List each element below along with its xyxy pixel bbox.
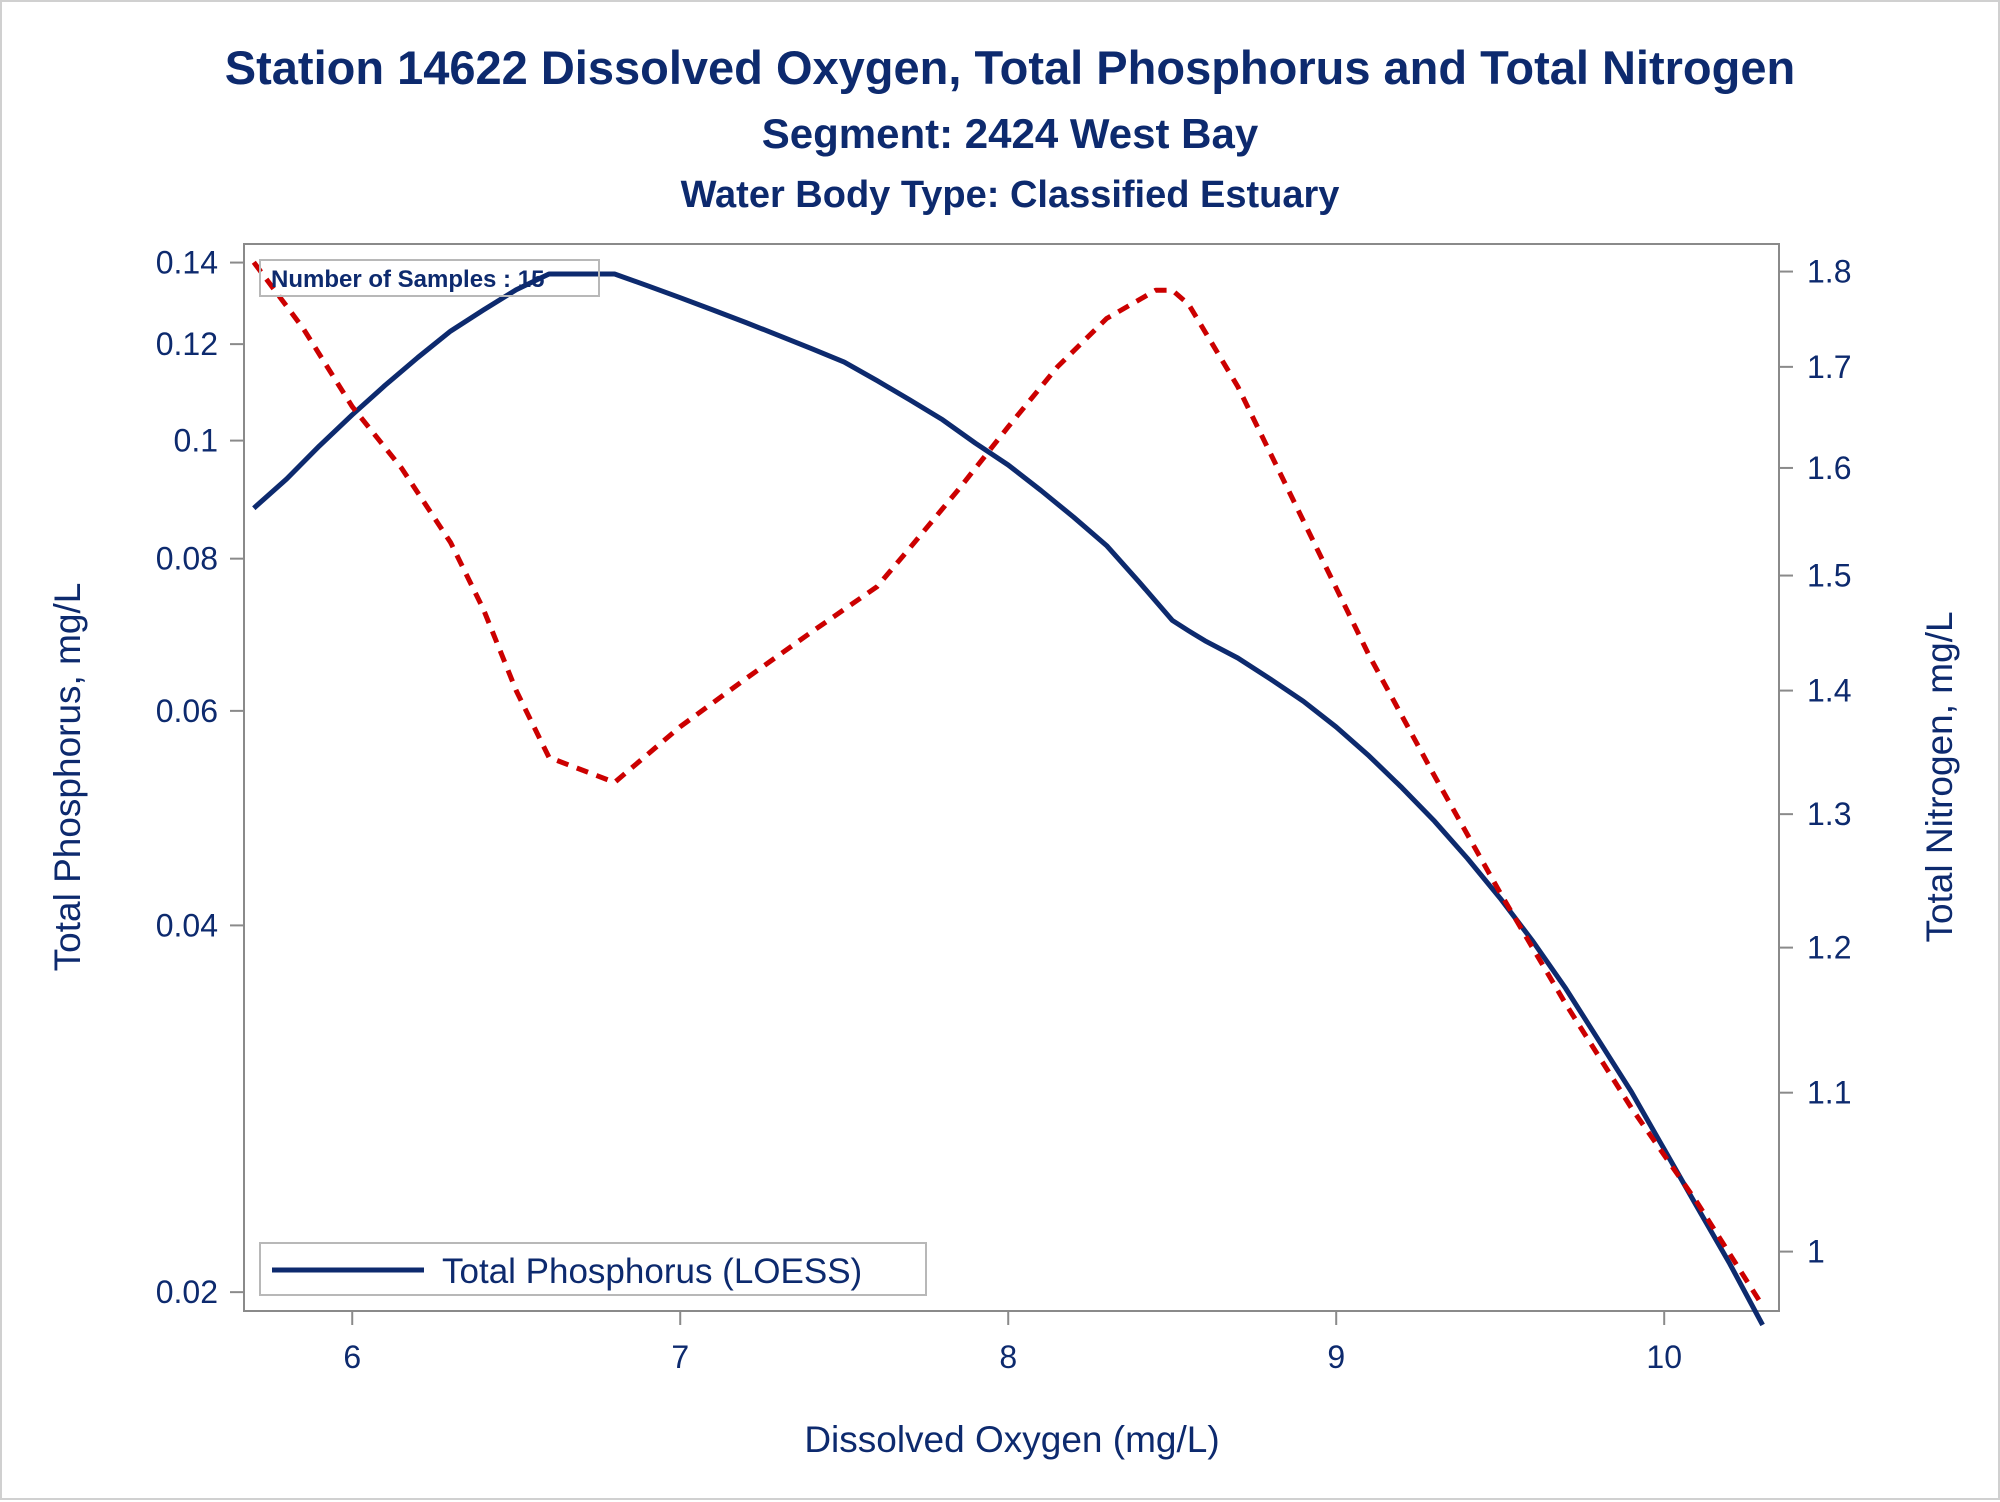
legend-label-phosphorus: Total Phosphorus (LOESS)	[442, 1252, 862, 1291]
y-left-tick-label: 0.08	[156, 541, 218, 577]
x-tick-label: 8	[999, 1339, 1017, 1375]
axis-layer: 6 7 8 9 10 0.02 0.04 0.06 0.08 0.1 0.12 0.14 1 1.1 1.2…	[156, 245, 1852, 1375]
y-left-tick-label: 0.12	[156, 326, 218, 362]
series-layer	[251, 260, 1765, 1327]
x-axis-title: Dissolved Oxygen (mg/L)	[804, 1419, 1219, 1460]
series-line-nitrogen	[251, 260, 1765, 1308]
series-line-phosphorus	[252, 271, 1765, 1327]
y-left-tick-label: 0.06	[156, 693, 218, 729]
sample-count-text: Number of Samples : 15	[271, 266, 544, 293]
y-right-tick-label: 1.5	[1807, 558, 1851, 594]
x-tick-label: 10	[1646, 1339, 1682, 1375]
chart-subtitle: Segment: 2424 West Bay	[762, 110, 1259, 157]
y-right-tick-label: 1.2	[1807, 930, 1851, 966]
y-left-tick-label: 0.02	[156, 1274, 218, 1310]
y-right-tick-label: 1.7	[1807, 349, 1851, 385]
legend: Total Phosphorus (LOESS)	[259, 1242, 927, 1296]
plot-area	[243, 243, 1780, 1312]
y-axis-right-title: Total Nitrogen, mg/L	[1919, 611, 1960, 942]
x-tick-label: 9	[1327, 1339, 1345, 1375]
chart-subtitle-2: Water Body Type: Classified Estuary	[681, 174, 1340, 216]
y-right-tick-label: 1.3	[1807, 796, 1851, 832]
sample-count-box: Number of Samples : 15	[259, 259, 600, 297]
y-right-tick-label: 1.8	[1807, 254, 1851, 290]
x-tick-label: 6	[343, 1339, 361, 1375]
sample-count-frame	[259, 259, 600, 297]
y-left-tick-label: 0.14	[156, 245, 218, 281]
x-tick-label: 7	[671, 1339, 689, 1375]
y-right-tick-label: 1	[1807, 1234, 1825, 1270]
chart-title: Station 14622 Dissolved Oxygen, Total Ph…	[225, 41, 1795, 94]
y-right-tick-label: 1.4	[1807, 673, 1851, 709]
y-left-tick-label: 0.04	[156, 907, 218, 943]
y-left-tick-label: 0.1	[174, 423, 218, 459]
y-right-tick-label: 1.1	[1807, 1075, 1851, 1111]
y-axis-left-title: Total Phosphorus, mg/L	[47, 583, 88, 972]
y-right-tick-label: 1.6	[1807, 450, 1851, 486]
